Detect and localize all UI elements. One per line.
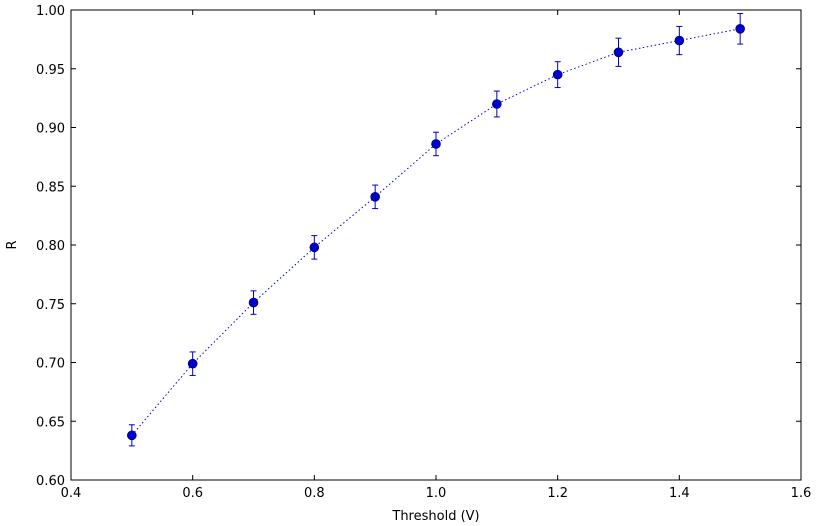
data-point <box>309 242 320 253</box>
x-tick-label: 0.4 <box>61 486 82 501</box>
data-point <box>187 358 198 369</box>
data-point <box>127 430 137 441</box>
data-point <box>492 99 502 109</box>
y-tick-label: 0.90 <box>36 122 65 137</box>
x-axis-label: Threshold (V) <box>391 509 479 524</box>
x-tick-label: 1.4 <box>669 486 690 501</box>
series-line <box>131 28 741 436</box>
data-point <box>370 192 380 202</box>
tick-layer: 0.4 0.6 0.8 1.0 1.2 1.4 1.6 0.60 0.65 0.70 0.75 0.8… <box>36 4 811 501</box>
data-point <box>431 139 441 149</box>
y-tick-label: 0.60 <box>36 474 65 489</box>
x-tick-label: 0.6 <box>182 486 203 501</box>
x-tick-label: 1.2 <box>547 486 568 501</box>
y-tick-label: 0.85 <box>36 180 65 195</box>
data-layer <box>127 13 745 447</box>
x-tick-label: 1.0 <box>426 486 447 501</box>
y-tick-label: 0.95 <box>36 63 65 78</box>
y-tick-label: 0.65 <box>36 415 65 430</box>
y-tick-label: 0.70 <box>36 357 65 372</box>
data-point <box>674 35 685 46</box>
y-tick-label: 0.75 <box>36 298 65 313</box>
x-tick-label: 1.6 <box>791 486 812 501</box>
x-tick-label: 0.8 <box>304 486 325 501</box>
data-point <box>552 69 563 80</box>
plot-frame <box>70 9 802 481</box>
y-tick-label: 0.80 <box>36 239 65 254</box>
data-point <box>735 23 745 34</box>
y-tick-label: 1.00 <box>36 4 65 19</box>
data-point <box>613 47 624 58</box>
y-axis-label: R <box>5 240 20 249</box>
data-point <box>248 297 259 308</box>
